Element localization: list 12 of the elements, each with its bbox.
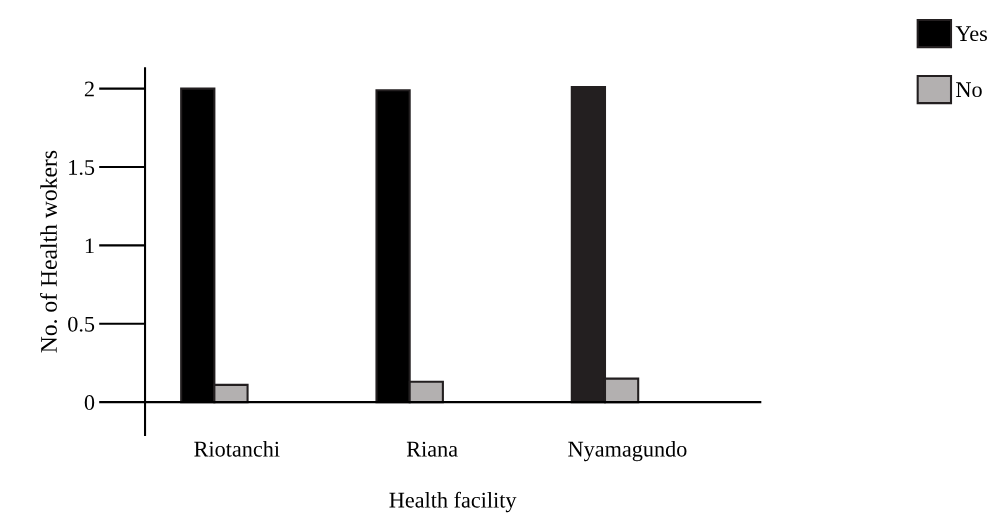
x-tick-label: Riotanchi [194, 441, 280, 457]
x-tick-label: Nyamagundo [568, 441, 687, 462]
x-axis-title: Health facility [389, 491, 517, 513]
legend-label: Yes [955, 26, 987, 42]
y-tick-label: 0.5 [68, 316, 95, 332]
y-tick-label: 2 [84, 81, 94, 97]
y-tick-label: 0 [84, 395, 95, 411]
legend-label: No [956, 82, 982, 98]
x-tick-label: Riana [406, 441, 458, 457]
y-tick-label: 1 [85, 238, 94, 254]
y-tick-label: 1.5 [69, 160, 95, 176]
y-axis-title: No. of Health wokers [40, 150, 58, 353]
